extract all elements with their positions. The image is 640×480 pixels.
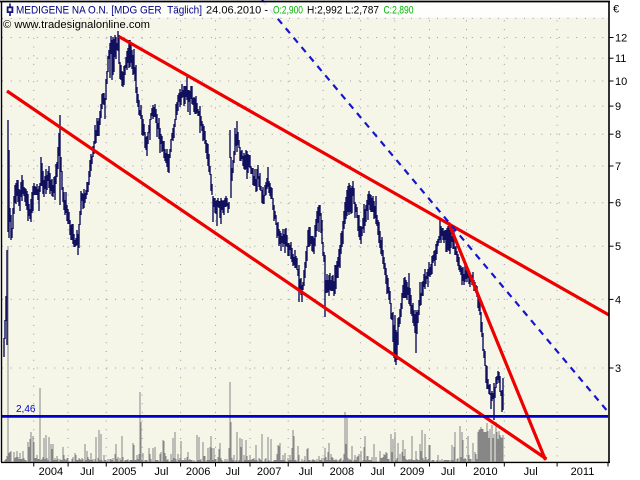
svg-text:11: 11 bbox=[615, 53, 626, 65]
svg-text:Jul: Jul bbox=[524, 466, 538, 478]
svg-text:9: 9 bbox=[615, 101, 621, 113]
svg-text:© www.tradesignalonline.com: © www.tradesignalonline.com bbox=[3, 19, 150, 31]
svg-text:2004: 2004 bbox=[39, 466, 63, 478]
svg-text:2011: 2011 bbox=[571, 466, 595, 478]
svg-text:7: 7 bbox=[615, 161, 621, 173]
svg-text:Jul: Jul bbox=[371, 466, 385, 478]
svg-text:€: € bbox=[613, 4, 619, 16]
svg-text:Jul: Jul bbox=[299, 466, 313, 478]
svg-text:Jul: Jul bbox=[226, 466, 240, 478]
svg-text:2008: 2008 bbox=[330, 466, 354, 478]
svg-text:5: 5 bbox=[615, 241, 621, 253]
svg-text:2,46: 2,46 bbox=[16, 404, 36, 415]
svg-text:6: 6 bbox=[615, 198, 621, 210]
svg-text:2005: 2005 bbox=[112, 466, 136, 478]
svg-text:2006: 2006 bbox=[186, 466, 210, 478]
svg-text:3: 3 bbox=[615, 363, 621, 375]
svg-text:Jul: Jul bbox=[154, 466, 168, 478]
svg-text:12: 12 bbox=[615, 33, 627, 45]
svg-text:10: 10 bbox=[615, 76, 627, 88]
svg-text:Jul: Jul bbox=[80, 466, 94, 478]
svg-text:Jul: Jul bbox=[441, 466, 455, 478]
svg-text:2009: 2009 bbox=[400, 466, 424, 478]
svg-text:MEDIGENE NA O.N. [MDG GER Täg: MEDIGENE NA O.N. [MDG GER Täglich] 24.06.… bbox=[16, 5, 414, 17]
svg-text:8: 8 bbox=[615, 129, 621, 141]
svg-text:4: 4 bbox=[615, 294, 621, 306]
svg-text:2007: 2007 bbox=[257, 466, 281, 478]
svg-text:2010: 2010 bbox=[473, 466, 497, 478]
